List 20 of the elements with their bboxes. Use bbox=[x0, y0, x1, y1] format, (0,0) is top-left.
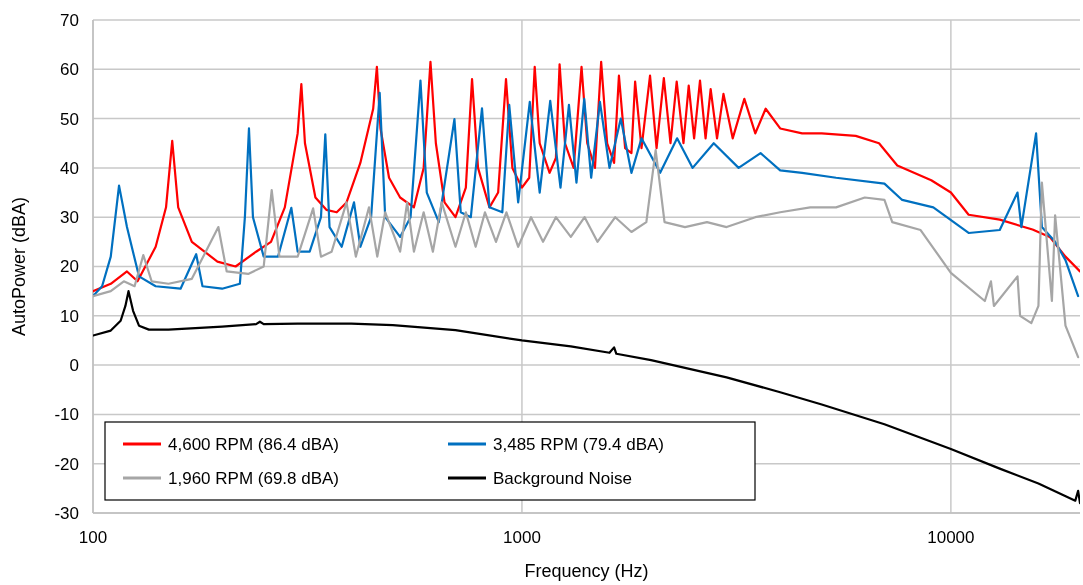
x-tick-label: 1000 bbox=[503, 528, 541, 547]
y-tick-label: 60 bbox=[60, 60, 79, 80]
y-tick-label: 10 bbox=[60, 306, 79, 326]
y-tick-label: 50 bbox=[60, 109, 79, 129]
y-axis-title: AutoPower (dBA) bbox=[9, 196, 29, 337]
y-tick-label: -30 bbox=[54, 503, 79, 523]
y-tick-label: -10 bbox=[54, 405, 79, 425]
legend-label: 3,485 RPM (79.4 dBA) bbox=[493, 434, 665, 454]
y-tick-label: -20 bbox=[54, 454, 79, 474]
y-tick-label: 70 bbox=[60, 10, 79, 30]
x-tick-label: 10000 bbox=[927, 528, 975, 547]
y-tick-label: 20 bbox=[60, 257, 79, 277]
y-tick-label: 40 bbox=[60, 158, 79, 178]
x-axis-title: Frequency (Hz) bbox=[524, 561, 649, 581]
y-tick-label: 30 bbox=[60, 208, 79, 228]
x-tick-label: 100 bbox=[78, 528, 108, 547]
legend-label: 1,960 RPM (69.8 dBA) bbox=[168, 468, 340, 488]
y-tick-label: 0 bbox=[69, 356, 79, 376]
legend-label: Background Noise bbox=[493, 468, 632, 488]
legend-label: 4,600 RPM (86.4 dBA) bbox=[168, 434, 340, 454]
